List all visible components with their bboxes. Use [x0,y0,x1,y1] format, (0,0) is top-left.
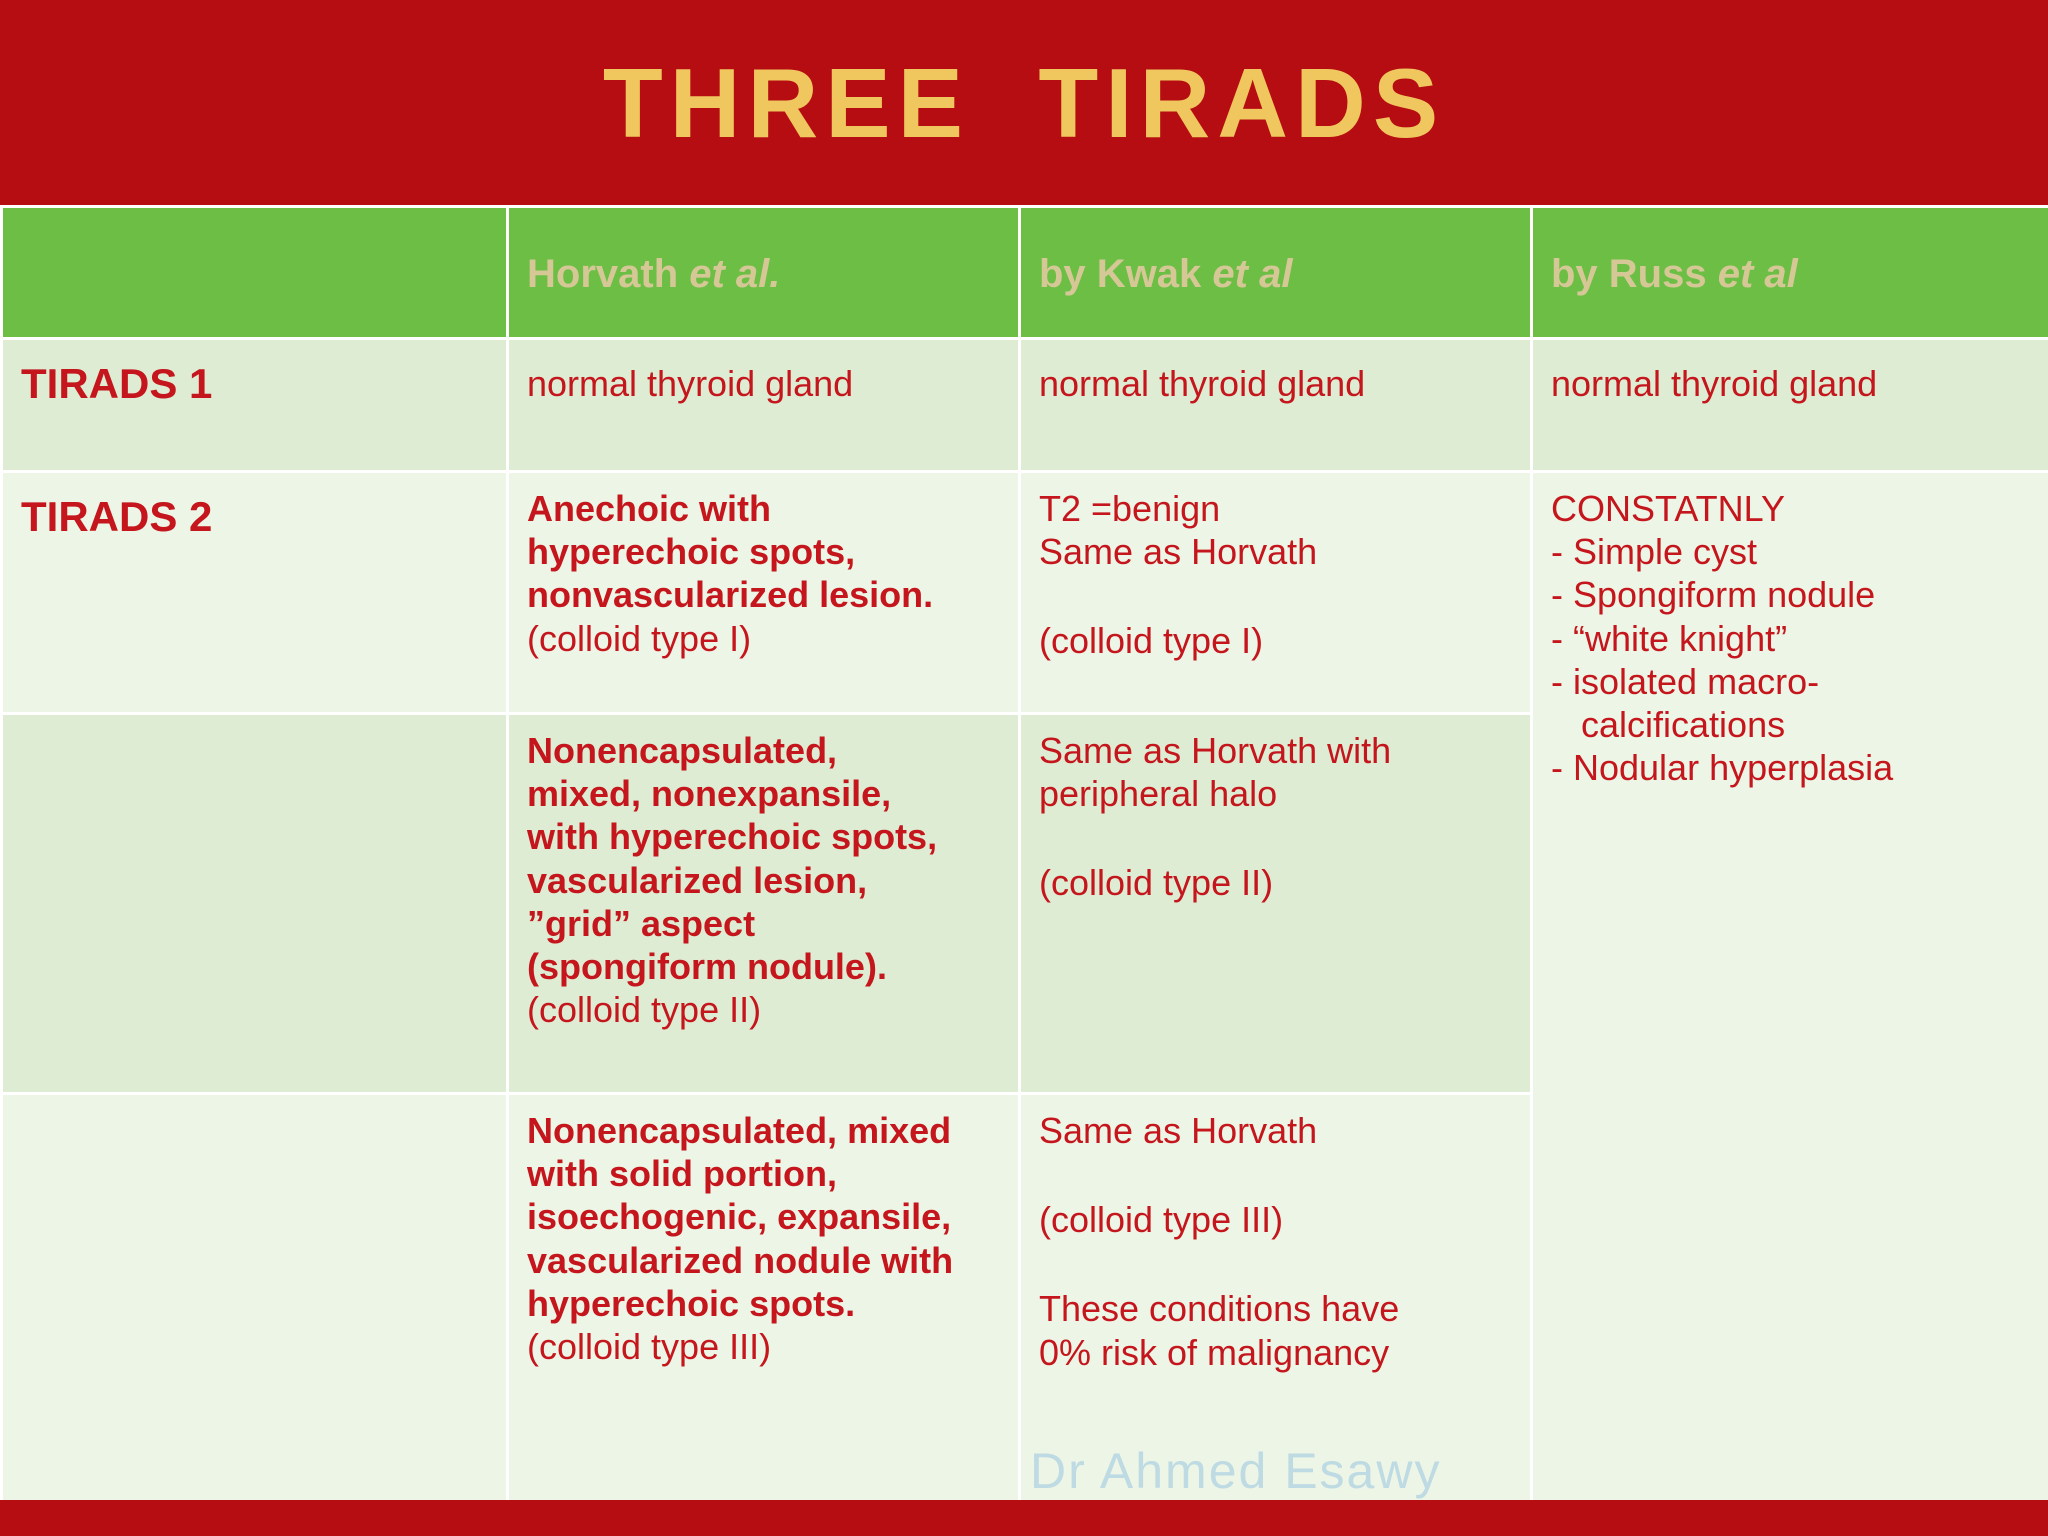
column-header-horvath-name: Horvath [527,252,690,296]
tirads2c-horvath-cell: Nonencapsulated, mixed with solid portio… [506,1092,1021,1503]
tirads1-horvath-text: normal thyroid gland [527,363,854,404]
tirads2-russ-findings: CONSTATNLY - Simple cyst - Spongiform no… [1551,488,1894,789]
tirads1-kwak-text: normal thyroid gland [1039,363,1366,404]
tirads2b-kwak-note: (colloid type II) [1039,862,1274,904]
table-header-row: Horvath et al. by Kwak et al by Russ et … [0,205,2048,340]
tirads2b-horvath-cell: Nonencapsulated, mixed, nonexpansile, wi… [506,712,1021,1095]
line-gap [1039,573,1514,619]
tirads2-label-spacer-cell-c [0,1092,509,1503]
tirads2c-kwak-note: (colloid type III) [1039,1199,1284,1241]
column-header-russ: by Russ et al [1530,205,2048,340]
column-header-horvath: Horvath et al. [506,205,1021,340]
tirads2a-kwak-cell: T2 =benign Same as Horvath (colloid type… [1018,470,1533,715]
tirads2-russ-cell: CONSTATNLY - Simple cyst - Spongiform no… [1530,470,2048,1503]
tirads2b-horvath-note: (colloid type II) [527,989,762,1031]
tirads1-russ-cell: normal thyroid gland [1530,337,2048,473]
tirads2-label-cell: TIRADS 2 [0,470,509,715]
tirads2a-horvath-cell: Anechoic with hyperechoic spots, nonvasc… [506,470,1021,715]
column-header-russ-name: by Russ [1551,252,1718,296]
tirads-comparison-table: Horvath et al. by Kwak et al by Russ et … [0,205,2048,1503]
slide-title: THREE TIRADS [602,47,1446,158]
tirads2-row-b: Nonencapsulated, mixed, nonexpansile, wi… [0,712,2048,1095]
tirads2c-kwak-cell: Same as Horvath (colloid type III) These… [1018,1092,1533,1503]
tirads2b-horvath-text: Nonencapsulated, mixed, nonexpansile, wi… [527,730,938,987]
column-header-kwak-etal: et al [1212,252,1293,296]
tirads2b-kwak-line1: Same as Horvath with peripheral halo [1039,730,1392,815]
tirads2a-kwak-note: (colloid type I) [1039,620,1264,662]
title-banner: THREE TIRADS [0,0,2048,205]
tirads2c-kwak-extra: These conditions have 0% risk of maligna… [1039,1288,1400,1373]
tirads2a-kwak-line2: Same as Horvath [1039,531,1318,573]
tirads2c-horvath-text: Nonencapsulated, mixed with solid portio… [527,1110,954,1324]
tirads2-row-a: TIRADS 2 Anechoic with hyperechoic spots… [0,470,2048,1503]
column-header-kwak-name: by Kwak [1039,252,1213,296]
column-header-russ-etal: et al [1717,252,1798,296]
tirads1-row: TIRADS 1 normal thyroid gland normal thy… [0,337,2048,473]
tirads2c-horvath-note: (colloid type III) [527,1325,772,1367]
tirads1-horvath-cell: normal thyroid gland [506,337,1021,473]
tirads1-kwak-cell: normal thyroid gland [1018,337,1533,473]
column-header-horvath-etal: et al. [689,252,781,296]
corner-cell [0,205,509,340]
tirads2-label-spacer-cell-b [0,712,509,1095]
tirads1-russ-text: normal thyroid gland [1551,363,1878,404]
tirads1-label: TIRADS 1 [21,360,213,407]
line-gap [1039,1152,1514,1198]
tirads2a-kwak-line1: T2 =benign [1039,488,1221,529]
line-gap [1039,1241,1514,1287]
tirads2-row-c: Nonencapsulated, mixed with solid portio… [0,1092,2048,1503]
tirads2b-kwak-cell: Same as Horvath with peripheral halo (co… [1018,712,1533,1095]
column-header-kwak: by Kwak et al [1018,205,1533,340]
tirads2a-horvath-note: (colloid type I) [527,617,752,659]
tirads2a-horvath-text: Anechoic with hyperechoic spots, nonvasc… [527,488,934,616]
tirads1-label-cell: TIRADS 1 [0,337,509,473]
tirads2c-kwak-line1: Same as Horvath [1039,1110,1318,1151]
line-gap [1039,815,1514,861]
watermark: Dr Ahmed Esawy [1030,1443,1442,1499]
bottom-bar [0,1500,2048,1536]
tirads2-label: TIRADS 2 [21,493,213,540]
